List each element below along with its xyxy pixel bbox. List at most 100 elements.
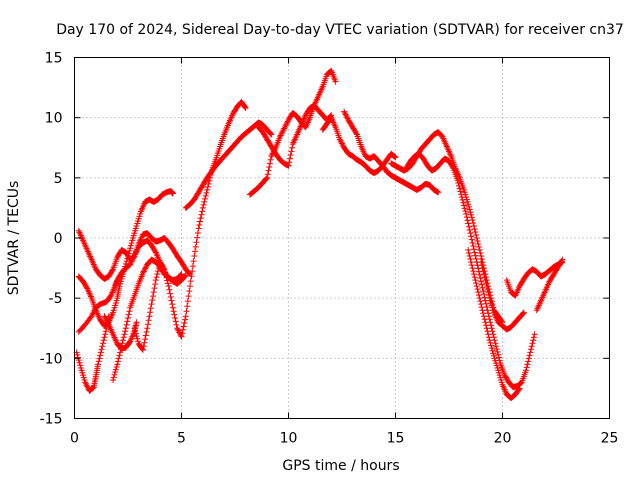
- data-point: [96, 355, 103, 362]
- data-point: [126, 308, 133, 315]
- data-point: [338, 139, 345, 146]
- data-point: [281, 125, 288, 132]
- data-point: [172, 318, 179, 325]
- data-point: [162, 269, 169, 276]
- data-point: [282, 122, 289, 129]
- y-axis-label: SDTVAR / TECUs: [6, 181, 22, 296]
- data-point: [478, 259, 485, 266]
- series-arc-16: [478, 259, 527, 333]
- data-point: [479, 265, 486, 272]
- data-point: [139, 269, 146, 276]
- data-point: [152, 277, 159, 284]
- data-point: [475, 244, 482, 251]
- data-point: [484, 286, 491, 293]
- data-point: [202, 192, 209, 199]
- data-point: [194, 234, 201, 241]
- data-point: [455, 180, 462, 187]
- data-point: [125, 315, 131, 322]
- data-point: [114, 361, 121, 368]
- data-point: [140, 268, 147, 275]
- x-tick-label: 25: [601, 431, 619, 447]
- data-point: [124, 318, 131, 325]
- data-point: [468, 233, 475, 240]
- data-point: [284, 119, 291, 126]
- data-point: [161, 266, 168, 273]
- data-point: [525, 358, 532, 365]
- data-point: [132, 327, 139, 334]
- data-point: [168, 297, 175, 304]
- series-arc-18: [533, 256, 566, 314]
- data-point: [199, 208, 206, 215]
- y-tick-label: -5: [49, 291, 63, 307]
- data-point: [559, 256, 566, 263]
- data-point: [102, 316, 109, 323]
- data-point: [516, 385, 523, 392]
- data-point: [469, 239, 476, 246]
- series-arc-7: [131, 99, 249, 353]
- data-point: [266, 160, 273, 167]
- data-point: [469, 265, 476, 272]
- data-point: [467, 209, 474, 216]
- data-point: [480, 313, 487, 320]
- data-point: [103, 317, 110, 324]
- data-point: [139, 346, 146, 353]
- data-point: [524, 361, 531, 368]
- data-point: [481, 274, 488, 281]
- data-point: [186, 288, 193, 295]
- data-point: [104, 318, 111, 325]
- data-point: [120, 337, 127, 344]
- data-point: [289, 144, 296, 151]
- data-point: [74, 351, 81, 358]
- data-point: [268, 153, 275, 160]
- data-point: [327, 68, 334, 75]
- data-point: [162, 271, 169, 278]
- data-point: [470, 243, 477, 250]
- data-point: [147, 305, 154, 312]
- data-points: [73, 67, 566, 402]
- data-point: [466, 226, 473, 233]
- data-point: [267, 130, 274, 137]
- data-point: [129, 254, 136, 261]
- data-point: [126, 339, 133, 346]
- data-point: [179, 330, 186, 337]
- data-point: [116, 352, 123, 359]
- data-point: [280, 126, 287, 133]
- data-point: [467, 256, 474, 263]
- data-point: [132, 330, 139, 337]
- data-point: [477, 275, 484, 282]
- data-point: [470, 271, 477, 278]
- series-arc-4: [75, 188, 176, 329]
- data-point: [485, 331, 492, 338]
- data-point: [169, 304, 176, 311]
- data-point: [89, 311, 96, 318]
- data-point: [268, 131, 275, 138]
- data-point: [120, 334, 127, 341]
- data-point: [530, 337, 537, 344]
- data-point: [119, 340, 126, 347]
- chart-title: Day 170 of 2024, Sidereal Day-to-day VTE…: [56, 22, 624, 38]
- data-point: [142, 332, 149, 339]
- data-point: [189, 268, 196, 275]
- data-point: [480, 291, 487, 298]
- data-point: [495, 354, 502, 361]
- data-point: [515, 386, 522, 393]
- data-point: [470, 268, 477, 275]
- data-point: [141, 339, 148, 346]
- data-point: [198, 211, 205, 218]
- x-tick-label: 15: [387, 431, 405, 447]
- data-point: [169, 301, 176, 308]
- data-point: [115, 358, 122, 365]
- data-point: [475, 292, 482, 299]
- data-point: [483, 283, 490, 290]
- data-point: [479, 284, 486, 291]
- data-point: [478, 278, 485, 285]
- data-point: [200, 201, 207, 208]
- data-point: [187, 283, 194, 290]
- data-point: [474, 286, 481, 293]
- data-point: [181, 320, 188, 327]
- data-point: [151, 285, 158, 292]
- data-point: [125, 311, 132, 318]
- data-point: [154, 271, 161, 278]
- data-point: [391, 153, 398, 160]
- data-point: [122, 328, 129, 335]
